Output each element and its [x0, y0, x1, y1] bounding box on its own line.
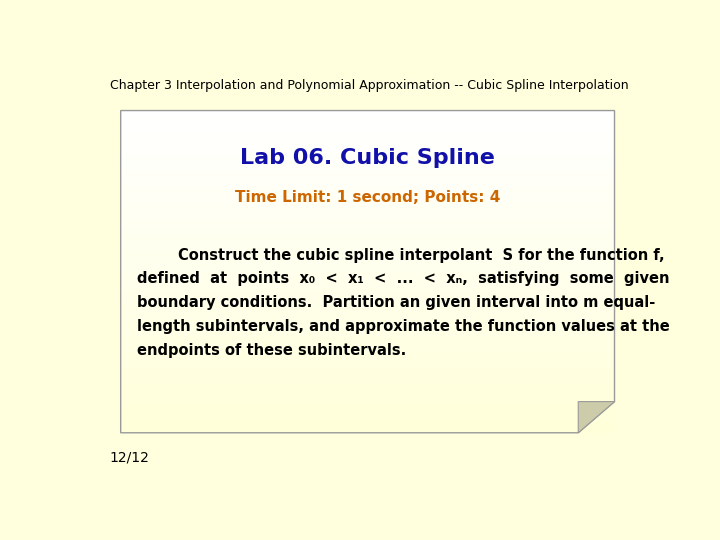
- Bar: [121, 218, 615, 224]
- Bar: [121, 122, 615, 127]
- Bar: [121, 330, 615, 336]
- Bar: [121, 390, 615, 395]
- Text: defined  at  points  x₀  <  x₁  <  ...  <  xₙ,  satisfying  some  given: defined at points x₀ < x₁ < ... < xₙ, sa…: [138, 272, 670, 286]
- Bar: [121, 255, 615, 261]
- Bar: [121, 202, 615, 207]
- Bar: [121, 309, 615, 315]
- Bar: [121, 245, 615, 250]
- Bar: [121, 406, 615, 411]
- Bar: [121, 379, 615, 384]
- Bar: [121, 153, 615, 159]
- Bar: [121, 159, 615, 164]
- Bar: [121, 357, 615, 363]
- Text: boundary conditions.  Partition an given interval into m equal-: boundary conditions. Partition an given …: [138, 295, 656, 310]
- Bar: [121, 428, 615, 433]
- Bar: [121, 363, 615, 368]
- Polygon shape: [578, 402, 615, 433]
- Text: endpoints of these subintervals.: endpoints of these subintervals.: [138, 342, 407, 357]
- Text: Lab 06. Cubic Spline: Lab 06. Cubic Spline: [240, 148, 495, 168]
- Bar: [121, 282, 615, 288]
- Bar: [121, 288, 615, 293]
- Bar: [121, 137, 615, 143]
- Bar: [121, 368, 615, 374]
- Bar: [121, 374, 615, 379]
- Bar: [121, 213, 615, 218]
- Bar: [121, 207, 615, 213]
- Text: Time Limit: 1 second; Points: 4: Time Limit: 1 second; Points: 4: [235, 190, 500, 205]
- Bar: [121, 132, 615, 137]
- Bar: [121, 261, 615, 266]
- Text: Construct the cubic spline interpolant  S for the function f,: Construct the cubic spline interpolant S…: [138, 248, 665, 263]
- Bar: [121, 116, 615, 122]
- Bar: [121, 299, 615, 304]
- Bar: [121, 170, 615, 175]
- Bar: [121, 197, 615, 202]
- Bar: [121, 352, 615, 357]
- Text: 12/12: 12/12: [109, 451, 150, 465]
- Bar: [121, 277, 615, 282]
- Bar: [121, 229, 615, 234]
- Bar: [121, 422, 615, 428]
- Bar: [121, 143, 615, 148]
- Bar: [121, 336, 615, 341]
- Bar: [121, 304, 615, 309]
- Bar: [121, 175, 615, 180]
- Bar: [121, 266, 615, 272]
- Bar: [121, 250, 615, 255]
- Bar: [121, 186, 615, 191]
- Text: length subintervals, and approximate the function values at the: length subintervals, and approximate the…: [138, 319, 670, 334]
- Bar: [121, 293, 615, 299]
- Bar: [121, 234, 615, 239]
- Bar: [121, 347, 615, 352]
- Bar: [121, 411, 615, 417]
- Bar: [121, 224, 615, 229]
- Bar: [121, 272, 615, 277]
- Bar: [121, 326, 615, 330]
- Bar: [121, 239, 615, 245]
- Bar: [121, 180, 615, 186]
- Bar: [121, 164, 615, 170]
- Bar: [121, 401, 615, 406]
- Text: Chapter 3 Interpolation and Polynomial Approximation -- Cubic Spline Interpolati: Chapter 3 Interpolation and Polynomial A…: [109, 79, 629, 92]
- Bar: [121, 111, 615, 116]
- Bar: [121, 127, 615, 132]
- Bar: [121, 341, 615, 347]
- Bar: [121, 191, 615, 197]
- Bar: [121, 148, 615, 153]
- Bar: [121, 395, 615, 401]
- Bar: [121, 384, 615, 390]
- Bar: [121, 315, 615, 320]
- Bar: [121, 417, 615, 422]
- Bar: [121, 320, 615, 326]
